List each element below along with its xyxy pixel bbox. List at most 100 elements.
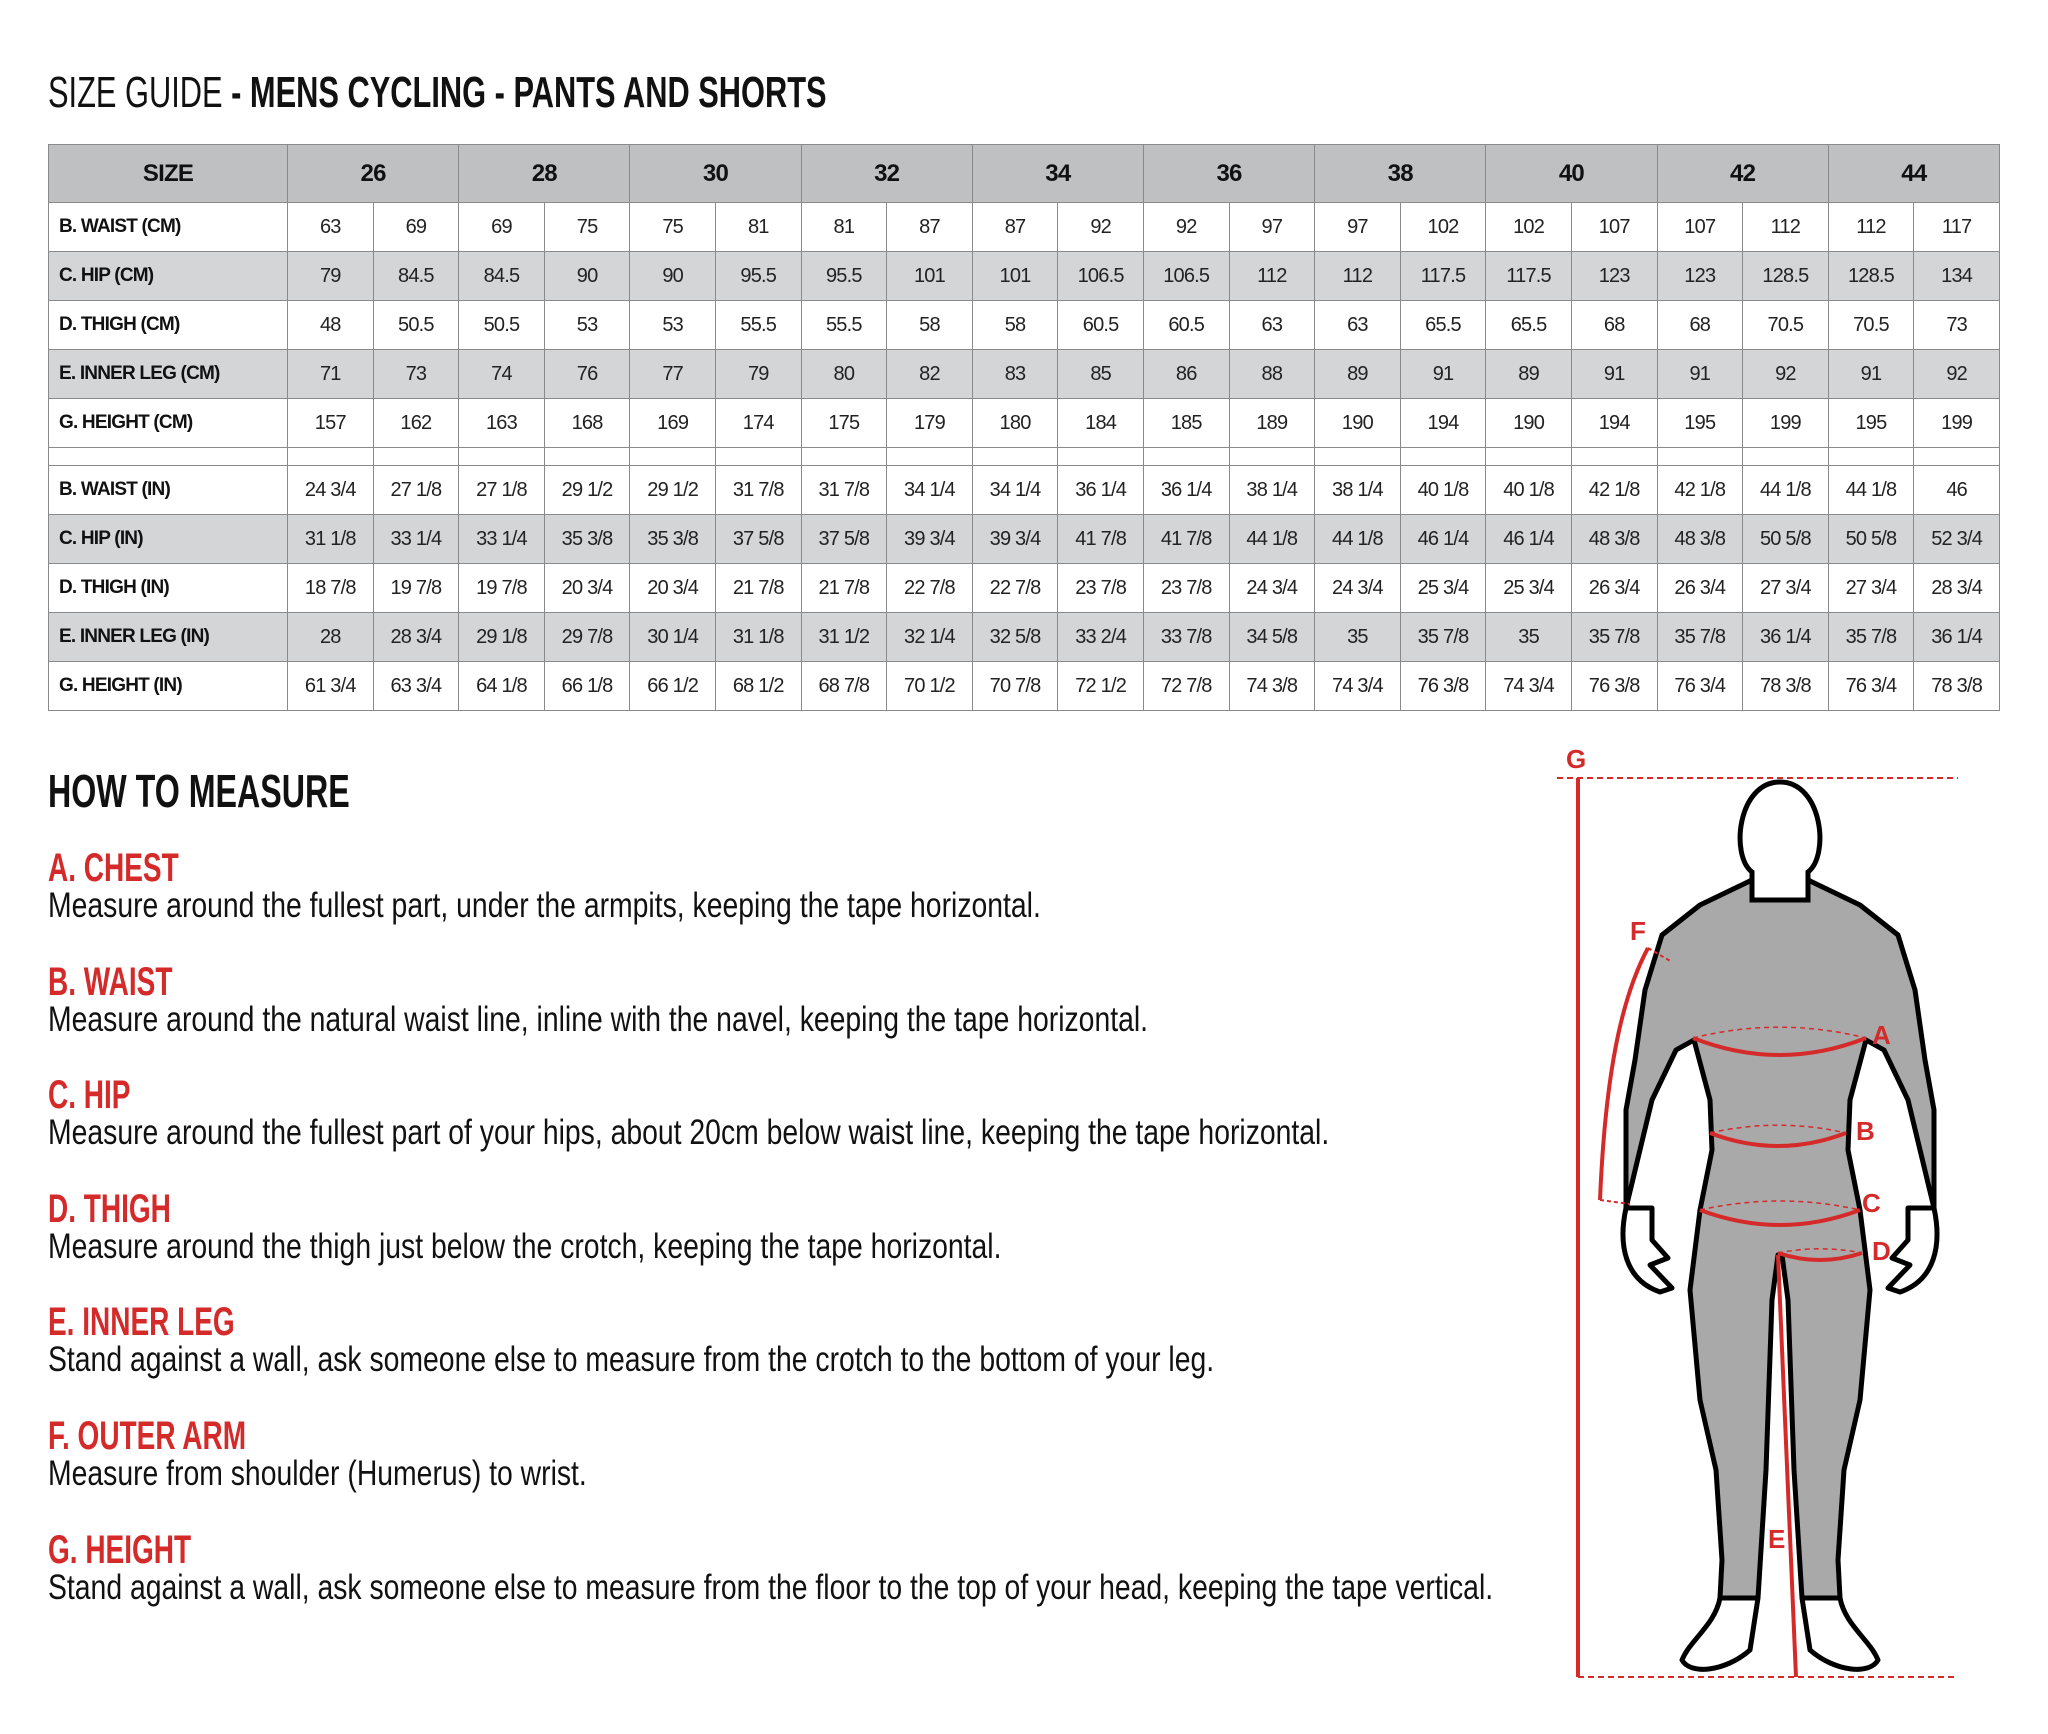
table-cell: 85 [1057, 349, 1144, 399]
table-cell: 107 [1656, 202, 1744, 252]
marker-label-g: G [1566, 744, 1586, 774]
table-cell: 31 7/8 [800, 465, 888, 515]
table-cell: 36 1/4 [1142, 465, 1230, 515]
table-cell: 33 2/4 [1057, 612, 1144, 662]
row-label: E. INNER LEG (CM) [48, 349, 288, 399]
table-cell: 199 [1913, 398, 2000, 448]
title-suffix: - MENS CYCLING - PANTS AND SHORTS [222, 68, 827, 117]
table-cell: 46 [1913, 465, 2000, 515]
table-cell: 63 [287, 202, 374, 252]
measure-label: D. THIGH [48, 1186, 171, 1231]
table-cell: 79 [287, 251, 374, 301]
table-cell: 82 [886, 349, 973, 399]
table-cell: 34 1/4 [971, 465, 1059, 515]
table-cell: 89 [1314, 349, 1401, 399]
table-cell: 44 1/8 [1827, 465, 1915, 515]
table-cell: 63 [1228, 300, 1316, 350]
table-cell: 39 3/4 [886, 514, 973, 564]
table-cell: 79 [714, 349, 802, 399]
right-hand [1885, 1205, 1940, 1295]
table-cell: 128.5 [1827, 251, 1915, 301]
table-cell: 24 3/4 [1228, 563, 1316, 613]
right-foot [1799, 1595, 1881, 1672]
measure-label: A. CHEST [48, 846, 179, 890]
head [1737, 779, 1823, 903]
table-cell: 74 [458, 349, 545, 399]
table-cell: 46 1/4 [1399, 514, 1487, 564]
size-header-42: 42 [1656, 144, 1829, 203]
table-cell: 35 3/8 [543, 514, 631, 564]
table-cell: 190 [1485, 398, 1572, 448]
table-cell: 41 7/8 [1057, 514, 1144, 564]
table-cell: 34 5/8 [1228, 612, 1316, 662]
table-cell: 179 [886, 398, 973, 448]
measure-description: Measure around the natural waist line, i… [48, 999, 1149, 1039]
table-cell: 25 3/4 [1485, 563, 1572, 613]
table-cell: 84.5 [372, 251, 460, 301]
table-cell: 26 3/4 [1656, 563, 1744, 613]
table-row: G. HEIGHT (CM) 157 162 163 168 169 174 175 179 18… [48, 398, 2000, 448]
table-cell: 21 7/8 [800, 563, 888, 613]
table-cell: 162 [372, 398, 460, 448]
table-cell: 106.5 [1142, 251, 1230, 301]
table-cell: 174 [714, 398, 802, 448]
table-cell: 87 [971, 202, 1059, 252]
table-cell: 76 3/4 [1827, 661, 1915, 711]
size-header-40: 40 [1485, 144, 1658, 203]
table-cell: 68 1/2 [714, 661, 802, 711]
table-cell: 70 1/2 [886, 661, 973, 711]
table-cell: 66 1/2 [629, 661, 716, 711]
table-cell: 41 7/8 [1142, 514, 1230, 564]
table-cell: 117.5 [1485, 251, 1572, 301]
table-cell: 53 [629, 300, 716, 350]
marker-label-c: C [1862, 1188, 1881, 1218]
table-cell: 31 7/8 [714, 465, 802, 515]
hip-band-back [1699, 1200, 1861, 1211]
table-cell: 37 5/8 [800, 514, 888, 564]
measure-description: Measure around the fullest part of your … [48, 1113, 1330, 1153]
table-cell: 101 [886, 251, 973, 301]
table-cell: 199 [1742, 398, 1829, 448]
chest-band-back [1692, 1026, 1867, 1039]
table-cell: 134 [1913, 251, 2000, 301]
table-cell: 70.5 [1742, 300, 1829, 350]
table-cell: 76 3/4 [1656, 661, 1744, 711]
table-cell: 168 [543, 398, 631, 448]
table-cell: 42 1/8 [1656, 465, 1744, 515]
table-cell: 50 5/8 [1827, 514, 1915, 564]
measure-description: Stand against a wall, ask someone else t… [48, 1340, 1215, 1380]
table-cell: 34 1/4 [886, 465, 973, 515]
row-label: E. INNER LEG (IN) [48, 612, 288, 662]
table-cell: 42 1/8 [1570, 465, 1658, 515]
table-cell: 102 [1399, 202, 1487, 252]
measure-label: E. INNER LEG [48, 1300, 235, 1345]
table-cell: 194 [1399, 398, 1487, 448]
table-cell: 20 3/4 [543, 563, 631, 613]
table-cell: 35 7/8 [1399, 612, 1487, 662]
measure-description: Stand against a wall, ask someone else t… [48, 1567, 1494, 1607]
size-table: SIZE 26 28 30 32 34 36 38 40 42 44 B. WAIST (CM) 63… [48, 144, 2001, 711]
title-prefix: SIZE GUIDE [48, 68, 223, 117]
table-cell: 44 1/8 [1228, 514, 1316, 564]
table-cell: 48 [287, 300, 374, 350]
table-cell: 27 1/8 [458, 465, 545, 515]
table-cell: 157 [287, 398, 374, 448]
table-cell: 38 1/4 [1314, 465, 1401, 515]
table-cell: 76 3/8 [1570, 661, 1658, 711]
size-header-34: 34 [971, 144, 1144, 203]
waist-band-front [1709, 1131, 1847, 1148]
table-cell: 107 [1570, 202, 1658, 252]
table-cell: 39 3/4 [971, 514, 1059, 564]
table-cell: 163 [458, 398, 545, 448]
table-cell: 117 [1913, 202, 2000, 252]
table-cell: 35 [1485, 612, 1572, 662]
table-cell: 38 1/4 [1228, 465, 1316, 515]
table-cell: 21 7/8 [714, 563, 802, 613]
table-cell: 194 [1570, 398, 1658, 448]
table-cell: 53 [543, 300, 631, 350]
chest-band-front [1692, 1036, 1867, 1057]
table-cell: 75 [629, 202, 716, 252]
table-cell: 74 3/4 [1314, 661, 1401, 711]
table-cell: 112 [1228, 251, 1316, 301]
size-header-36: 36 [1142, 144, 1316, 203]
